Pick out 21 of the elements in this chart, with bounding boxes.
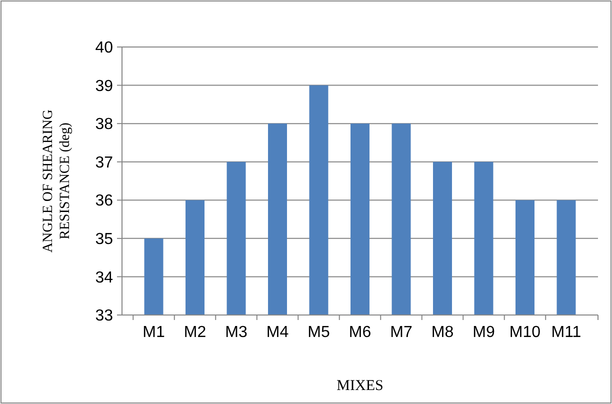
y-tick-label: 36 [95, 192, 114, 210]
x-tick-label: M4 [266, 324, 289, 341]
x-tick-label: M1 [142, 324, 165, 341]
x-tick-label: M5 [308, 324, 330, 341]
x-tick-label: M8 [431, 324, 454, 341]
y-tick-label: 39 [95, 78, 114, 95]
y-tick-label: 40 [95, 40, 114, 57]
y-tick-label: 37 [95, 154, 114, 172]
x-tick-label: M3 [225, 324, 248, 341]
x-axis-title: MIXES [336, 378, 384, 394]
x-tick-label: M11 [551, 324, 582, 341]
y-tick-label: 33 [95, 308, 114, 325]
x-tick-label: M7 [390, 324, 412, 341]
y-tick-label: 38 [95, 116, 114, 134]
x-tick-label: M10 [509, 324, 541, 341]
y-tick-label: 34 [95, 269, 114, 286]
y-axis-title: ANGLE OF SHEARING RESISTANCE (deg) [41, 109, 73, 253]
x-tick-label: M2 [184, 324, 206, 341]
x-tick-label: M9 [472, 324, 495, 341]
y-tick-label: 35 [95, 231, 114, 248]
x-tick-label: M6 [348, 324, 372, 341]
